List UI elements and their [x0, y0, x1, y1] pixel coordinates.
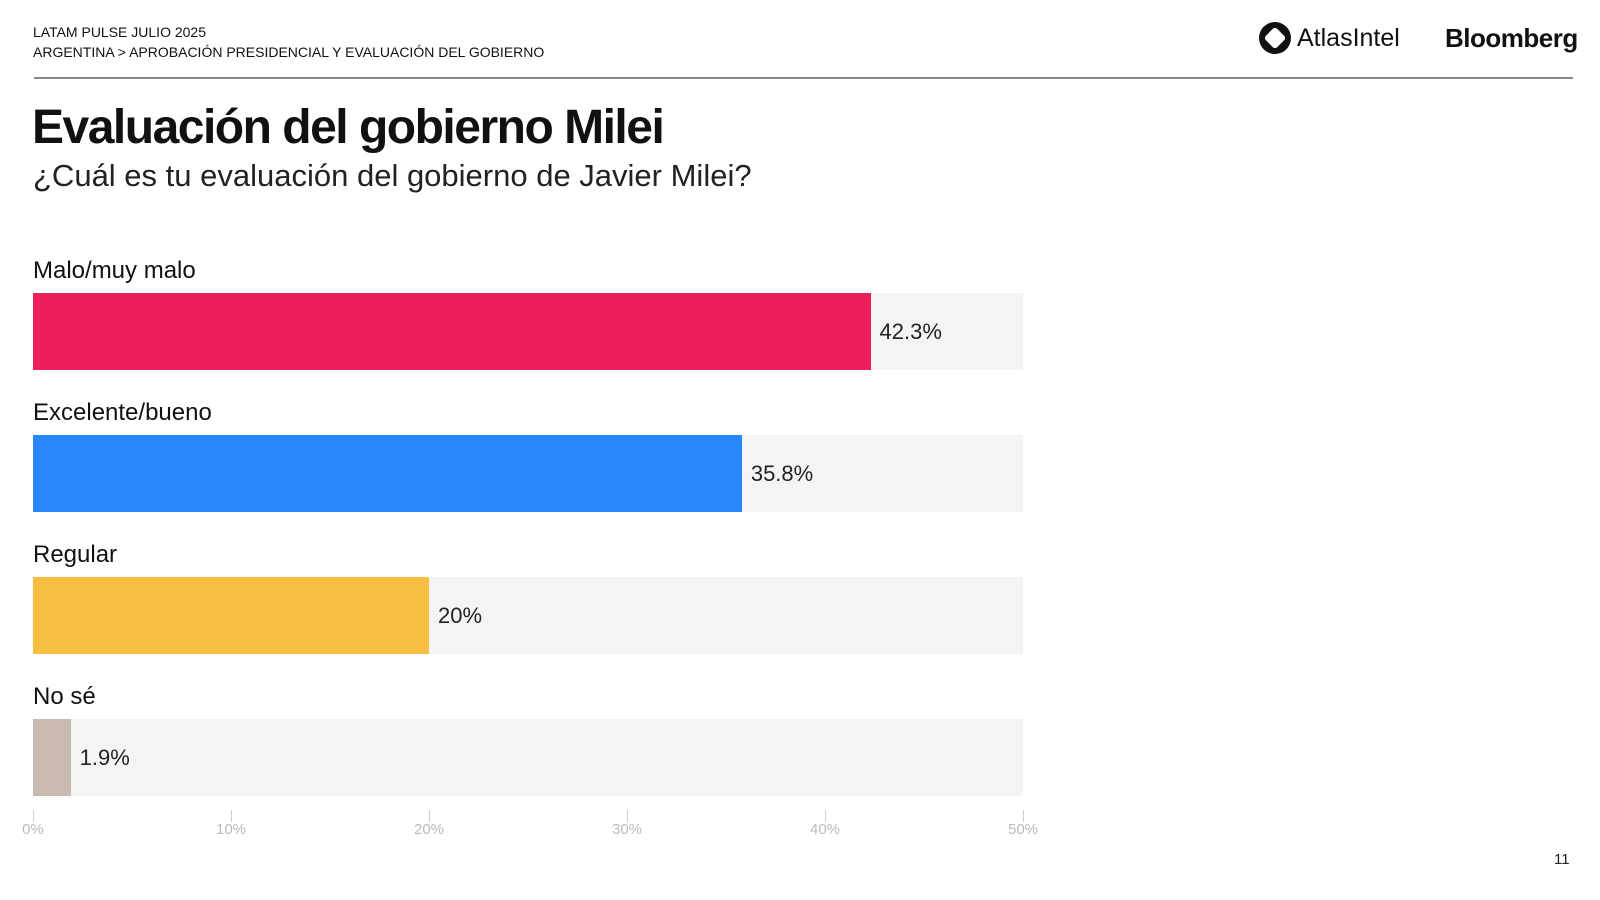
bar-track: 1.9%	[33, 719, 1023, 796]
chart-title: Evaluación del gobierno Milei	[32, 101, 665, 154]
report-header: LATAM PULSE JULIO 2025 ARGENTINA > APROB…	[33, 22, 544, 62]
category-label: Malo/muy malo	[33, 257, 196, 284]
chart-subtitle: ¿Cuál es tu evaluación del gobierno de J…	[33, 158, 752, 193]
x-tick-label: 30%	[611, 821, 643, 838]
data-label: 20%	[438, 603, 483, 628]
header-divider	[34, 77, 1573, 79]
bar	[33, 293, 871, 370]
bar-track: 20%	[33, 577, 1023, 654]
x-tick	[33, 810, 34, 822]
page-number: 11	[1554, 851, 1570, 868]
data-label: 35.8%	[750, 461, 814, 486]
x-tick-label: 10%	[215, 821, 247, 838]
report-series: LATAM PULSE JULIO 2025	[33, 24, 206, 40]
atlasintel-logo-icon	[1259, 22, 1291, 54]
x-tick-label: 50%	[1007, 821, 1039, 838]
bar	[33, 719, 71, 796]
bar	[33, 435, 742, 512]
bar-track: 35.8%	[33, 435, 1023, 512]
x-tick	[825, 810, 826, 822]
bar	[33, 577, 429, 654]
x-tick-label: 40%	[809, 821, 841, 838]
data-label: 42.3%	[879, 319, 942, 344]
x-tick-label: 0%	[22, 821, 44, 838]
category-label: Regular	[33, 541, 118, 568]
breadcrumb: ARGENTINA > APROBACIÓN PRESIDENCIAL Y EV…	[33, 44, 545, 60]
x-tick	[627, 810, 628, 822]
category-label: Excelente/bueno	[33, 399, 212, 426]
data-label: 1.9%	[79, 745, 130, 770]
x-tick	[231, 810, 232, 822]
x-tick	[1023, 810, 1024, 822]
atlasintel-logo: AtlasIntel	[1259, 22, 1400, 54]
bloomberg-logo: Bloomberg	[1445, 23, 1578, 53]
x-tick-label: 20%	[413, 821, 445, 838]
category-label: No sé	[33, 683, 96, 710]
x-tick	[429, 810, 430, 822]
atlasintel-logo-text: AtlasIntel	[1297, 23, 1400, 52]
bar-track: 42.3%	[33, 293, 1023, 370]
